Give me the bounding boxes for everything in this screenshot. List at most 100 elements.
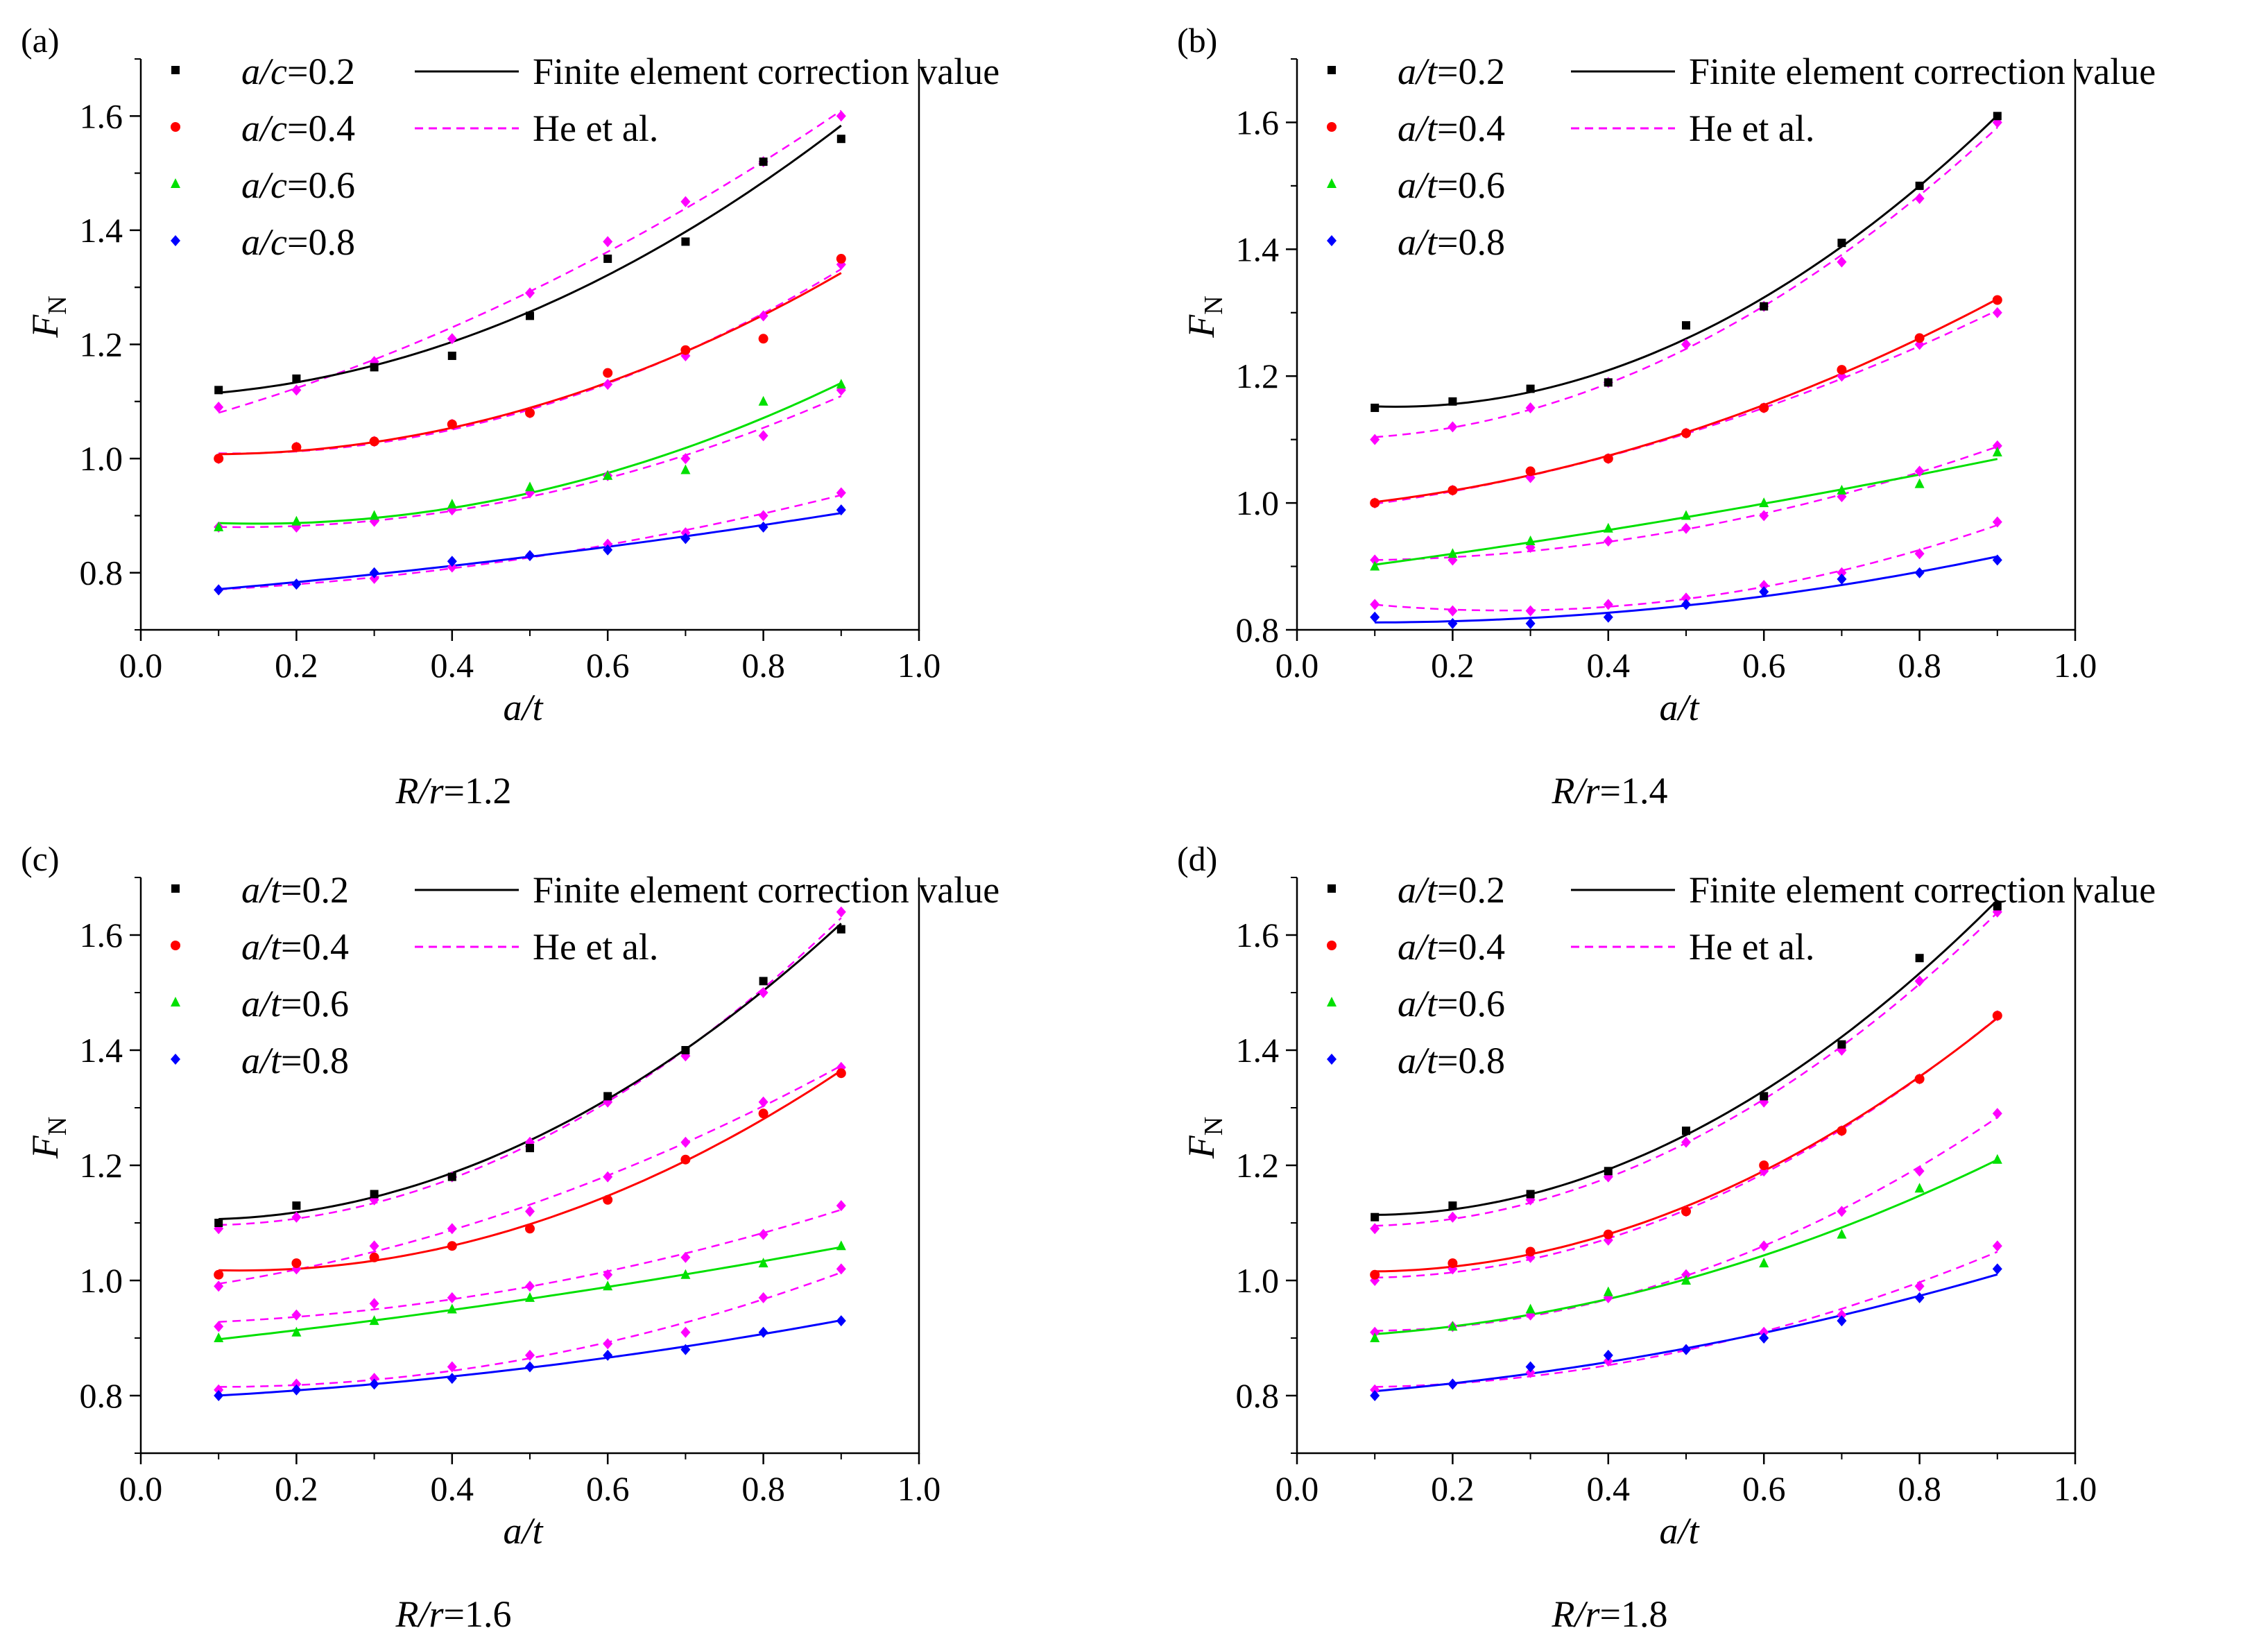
fe-data-point bbox=[447, 498, 457, 508]
fe-data-point bbox=[680, 1269, 691, 1279]
fe-data-point bbox=[1371, 403, 1380, 412]
fe-data-point bbox=[680, 533, 691, 545]
fe-data-point bbox=[1992, 295, 2002, 305]
y-tick-label: 1.6 bbox=[80, 916, 123, 954]
fe-data-point bbox=[603, 1349, 613, 1361]
x-tick-label: 0.2 bbox=[1431, 646, 1475, 685]
x-tick-label: 0.8 bbox=[1898, 1469, 1941, 1508]
fe-data-point bbox=[680, 464, 691, 474]
fe-data-point bbox=[525, 481, 535, 492]
fe-data-point bbox=[759, 977, 768, 986]
fe-data-point bbox=[1682, 321, 1690, 330]
fe-data-point bbox=[836, 135, 845, 144]
fe-data-point bbox=[1603, 1349, 1613, 1361]
he-et-al-point bbox=[1837, 1309, 1847, 1321]
fe-data-point bbox=[1759, 402, 1769, 413]
he-et-al-point bbox=[836, 1200, 846, 1212]
fe-data-point bbox=[291, 1384, 302, 1396]
legend-marker bbox=[1327, 122, 1337, 132]
legend-marker bbox=[171, 884, 180, 893]
x-tick-label: 1.0 bbox=[2054, 1469, 2097, 1508]
he-et-al-point bbox=[603, 1338, 613, 1350]
fe-data-point bbox=[1837, 484, 1847, 495]
he-et-al-point bbox=[836, 1263, 846, 1275]
legend-entry: a/c=0.2 bbox=[241, 51, 355, 92]
fe-data-point bbox=[836, 504, 846, 516]
he-et-al-point bbox=[1681, 1136, 1691, 1148]
y-axis-label: FN bbox=[24, 1117, 72, 1159]
fe-data-point bbox=[369, 436, 379, 447]
fe-data-point bbox=[1837, 1126, 1847, 1136]
y-tick-label: 1.2 bbox=[1236, 357, 1280, 395]
fe-data-point bbox=[214, 386, 223, 395]
y-tick-label: 1.2 bbox=[80, 325, 123, 364]
he-et-al-point bbox=[1447, 605, 1458, 617]
fe-data-point bbox=[758, 1258, 768, 1268]
fe-data-point bbox=[1914, 1183, 1925, 1193]
he-et-al-point bbox=[447, 333, 457, 345]
legend-marker bbox=[1327, 941, 1337, 950]
he-et-al-point bbox=[214, 402, 224, 413]
x-tick-label: 0.0 bbox=[1275, 1469, 1319, 1508]
x-tick-label: 0.2 bbox=[275, 1469, 318, 1508]
fe-data-point bbox=[1682, 1126, 1690, 1135]
fe-data-point bbox=[758, 1108, 768, 1119]
fe-data-point bbox=[370, 363, 379, 372]
he-et-al-curve bbox=[1375, 445, 1998, 561]
fe-data-point bbox=[1447, 617, 1458, 629]
he-et-al-point bbox=[680, 1326, 691, 1338]
panel-label: (d) bbox=[1177, 839, 1217, 878]
fe-data-point bbox=[526, 311, 534, 320]
fe-data-point bbox=[1681, 1275, 1691, 1285]
fe-data-point bbox=[447, 1241, 457, 1251]
fe-data-point bbox=[1992, 1154, 2002, 1164]
y-tick-label: 0.8 bbox=[80, 554, 123, 592]
legend: a/t=0.2 a/t=0.4 a/t=0.6 a/t=0.8 Finite eleme… bbox=[1327, 51, 2156, 263]
fe-correction-curve bbox=[1375, 1273, 1998, 1393]
fe-data-point bbox=[603, 470, 613, 480]
he-et-al-point bbox=[680, 453, 691, 465]
panel-caption: R/r=1.6 bbox=[395, 1593, 512, 1635]
fe-data-point bbox=[1448, 397, 1457, 406]
legend-line-label: Finite element correction value bbox=[533, 869, 999, 911]
he-et-al-point bbox=[758, 1292, 768, 1303]
series-2 bbox=[214, 1061, 846, 1292]
series-1 bbox=[1370, 899, 2002, 1235]
legend-marker bbox=[1328, 884, 1336, 893]
legend-marker bbox=[1328, 66, 1336, 74]
fe-data-point bbox=[836, 1240, 846, 1251]
panel-caption: R/r=1.8 bbox=[1552, 1593, 1668, 1635]
fe-data-point bbox=[291, 1326, 302, 1337]
fe-data-point bbox=[1370, 498, 1380, 508]
fe-data-point bbox=[1914, 1074, 1925, 1084]
fe-data-point bbox=[758, 334, 768, 344]
chart-panel-b: 0.0 0.2 0.4 0.6 0.8 1.0 0.8 1.0 1.2 1.4 1.6 a/t FN (b… bbox=[1177, 21, 2156, 812]
legend-entry: a/t=0.6 bbox=[1398, 164, 1505, 206]
y-tick-label: 0.8 bbox=[1236, 1376, 1280, 1415]
fe-data-point bbox=[1370, 611, 1380, 623]
he-et-al-point bbox=[1370, 1326, 1380, 1338]
fe-correction-curve bbox=[1375, 1158, 1998, 1335]
chart-panel-d: 0.0 0.2 0.4 0.6 0.8 1.0 0.8 1.0 1.2 1.4 1.6 a/t FN (d… bbox=[1177, 839, 2156, 1635]
fe-data-point bbox=[1370, 1269, 1380, 1280]
fe-data-point bbox=[214, 1332, 224, 1342]
he-et-al-point bbox=[1837, 567, 1847, 578]
y-tick-label: 1.0 bbox=[1236, 1261, 1280, 1300]
he-et-al-point bbox=[603, 236, 613, 248]
y-axis-label: FN bbox=[24, 295, 72, 338]
y-tick-label: 1.6 bbox=[80, 96, 123, 135]
fe-data-point bbox=[447, 556, 457, 567]
he-et-al-point bbox=[447, 1292, 457, 1303]
y-tick-label: 1.0 bbox=[80, 439, 123, 478]
fe-data-point bbox=[681, 237, 690, 246]
he-et-al-point bbox=[836, 110, 846, 122]
fe-data-point bbox=[447, 1303, 457, 1314]
series-4 bbox=[1370, 1240, 2002, 1401]
he-et-al-point bbox=[1370, 1384, 1380, 1396]
y-tick-label: 1.0 bbox=[1236, 483, 1280, 522]
he-et-al-point bbox=[680, 527, 691, 539]
panel-label: (b) bbox=[1177, 21, 1217, 60]
fe-data-point bbox=[447, 351, 456, 360]
he-et-al-point bbox=[525, 287, 535, 299]
fe-data-point bbox=[1526, 1190, 1535, 1199]
